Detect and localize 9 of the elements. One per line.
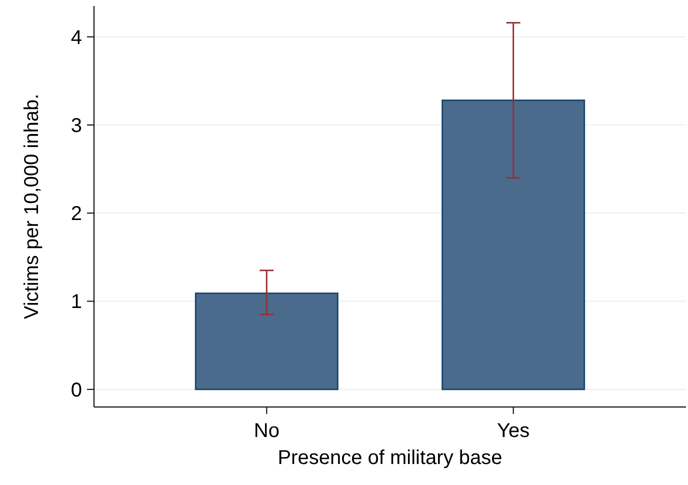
y-tick-label: 0 [70, 379, 82, 402]
y-tick-label: 4 [70, 26, 82, 49]
y-axis-title: Victims per 10,000 inhab. [21, 94, 43, 320]
x-tick-label: No [254, 420, 280, 442]
x-axis-title: Presence of military base [278, 447, 502, 469]
y-tick-label: 2 [70, 203, 82, 226]
x-tick-label: Yes [497, 420, 530, 442]
y-tick-label: 3 [70, 114, 82, 137]
y-tick-label: 1 [70, 291, 82, 314]
